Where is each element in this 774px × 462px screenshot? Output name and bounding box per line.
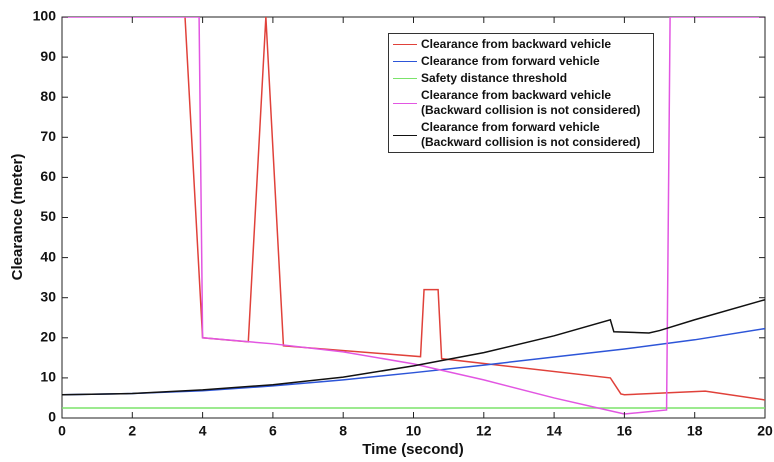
y-tick-label: 90 bbox=[40, 48, 56, 64]
y-tick-label: 70 bbox=[40, 128, 56, 144]
legend-swatch bbox=[393, 78, 417, 79]
legend-swatch bbox=[393, 61, 417, 62]
y-tick-label: 80 bbox=[40, 88, 56, 104]
legend-label: Clearance from forward vehicle (Backward… bbox=[421, 120, 641, 149]
legend-label: Safety distance threshold bbox=[421, 71, 568, 85]
legend-swatch bbox=[393, 44, 417, 45]
y-tick-label: 0 bbox=[48, 409, 56, 425]
legend-swatch bbox=[393, 134, 417, 136]
legend-label: Clearance from backward vehicle bbox=[421, 37, 612, 51]
series-line bbox=[184, 17, 765, 401]
x-tick-label: 2 bbox=[128, 423, 136, 439]
legend-item: Clearance from forward vehicle (Backward… bbox=[389, 120, 653, 150]
x-tick-label: 16 bbox=[617, 423, 633, 439]
x-axis-label: Time (second) bbox=[362, 441, 463, 458]
y-axis-label: Clearance (meter) bbox=[9, 154, 26, 281]
series-line bbox=[62, 298, 765, 396]
legend-item: Clearance from forward vehicle bbox=[389, 54, 653, 69]
y-tick-label: 20 bbox=[40, 329, 56, 345]
legend-label: Clearance from forward vehicle bbox=[421, 54, 600, 68]
legend-label: Clearance from backward vehicle (Backwar… bbox=[421, 88, 641, 117]
legend: Clearance from backward vehicle Clearance… bbox=[388, 33, 654, 153]
legend-item: Safety distance threshold bbox=[389, 71, 653, 86]
x-tick-label: 0 bbox=[58, 423, 66, 439]
x-tick-label: 10 bbox=[406, 423, 422, 439]
series-line bbox=[62, 17, 765, 415]
y-tick-label: 100 bbox=[33, 8, 57, 24]
x-tick-label: 4 bbox=[199, 423, 207, 439]
x-tick-label: 14 bbox=[546, 423, 562, 439]
x-tick-label: 18 bbox=[687, 423, 703, 439]
legend-item: Clearance from backward vehicle (Backwar… bbox=[389, 88, 653, 118]
y-tick-label: 30 bbox=[40, 288, 56, 304]
y-tick-label: 10 bbox=[40, 369, 56, 385]
x-tick-label: 8 bbox=[339, 423, 347, 439]
x-tick-label: 20 bbox=[757, 423, 773, 439]
lines bbox=[62, 17, 765, 415]
x-tick-label: 12 bbox=[476, 423, 492, 439]
x-tick-label: 6 bbox=[269, 423, 277, 439]
y-tick-label: 60 bbox=[40, 168, 56, 184]
y-tick-label: 40 bbox=[40, 248, 56, 264]
legend-item: Clearance from backward vehicle bbox=[389, 37, 653, 52]
y-tick-label: 50 bbox=[40, 208, 56, 224]
legend-swatch bbox=[393, 102, 417, 104]
